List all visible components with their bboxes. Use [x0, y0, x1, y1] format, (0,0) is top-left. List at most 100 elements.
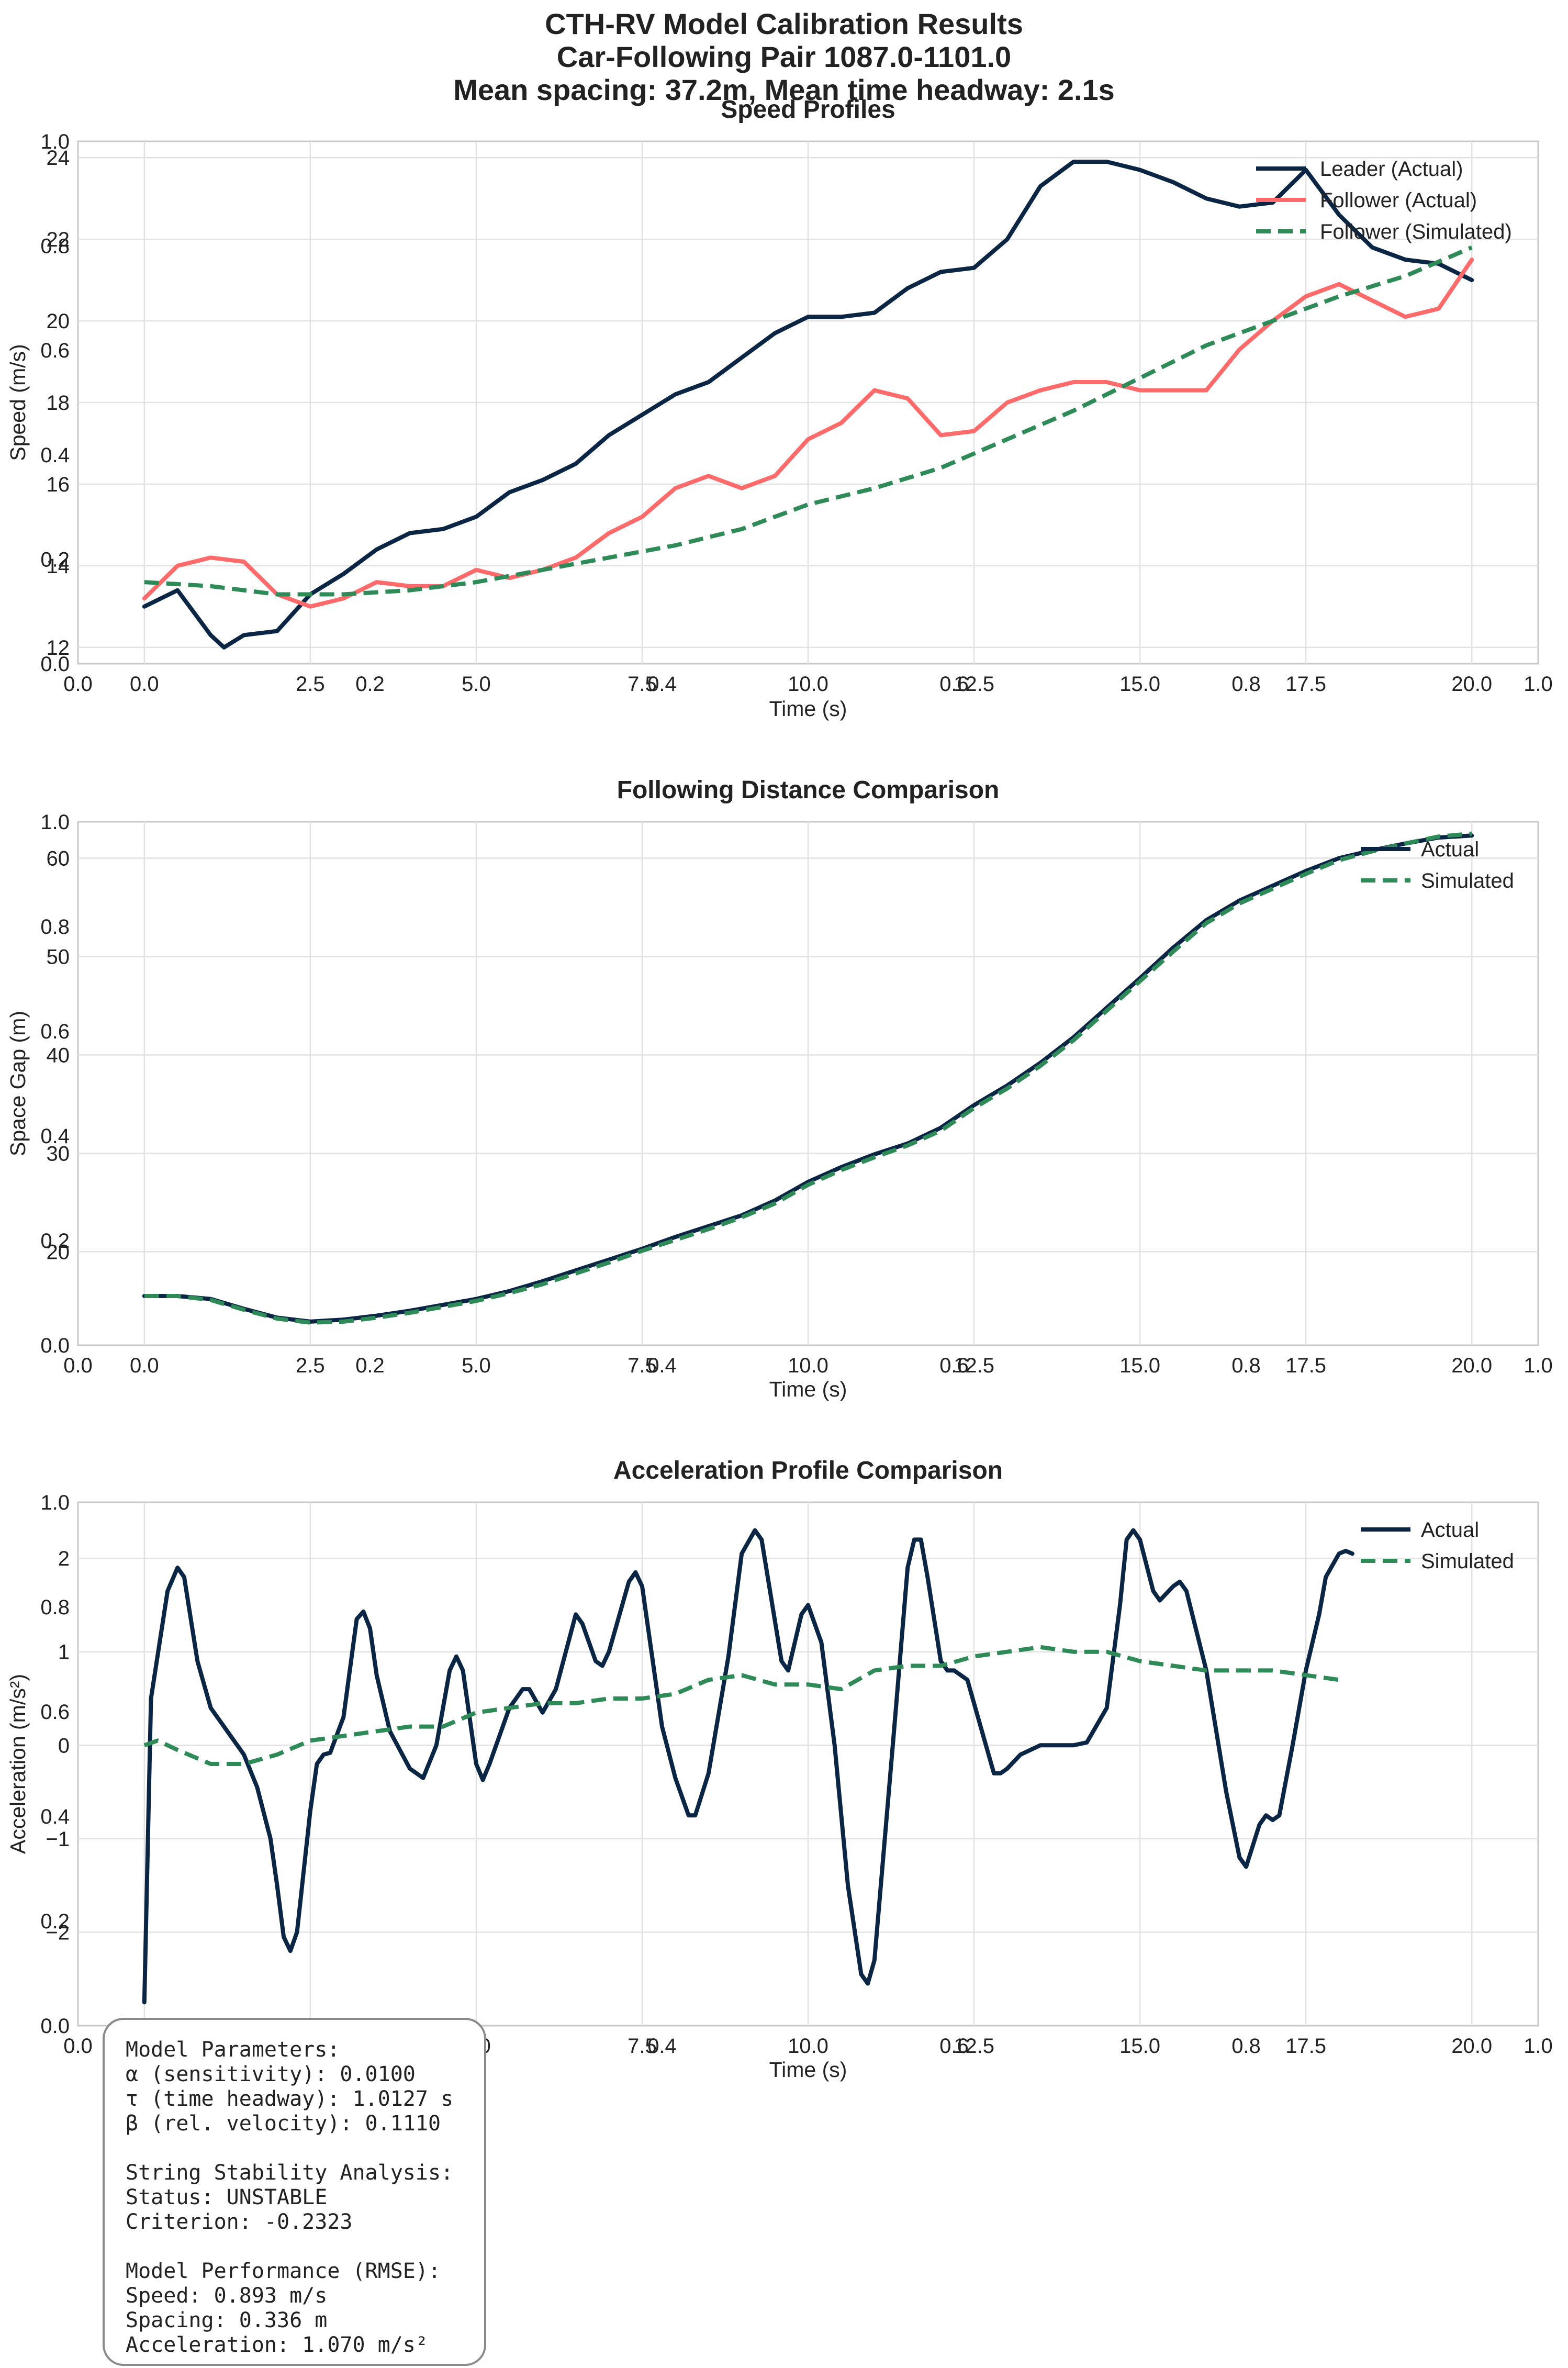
x-tick-label: 15.0: [1119, 1354, 1160, 1377]
legend-label: Actual: [1421, 838, 1479, 861]
series-line-simulated: [143, 1645, 1340, 1766]
x-tick-label: 17.5: [1285, 1354, 1326, 1377]
overlay-x-tick-label: 0.8: [1231, 673, 1261, 696]
chart-title: Following Distance Comparison: [617, 776, 1000, 804]
overlay-x-tick-label: 0.4: [647, 2035, 677, 2058]
overlay-y-tick-label: 0.8: [40, 1596, 70, 1619]
x-tick-label: 12.5: [954, 1354, 994, 1377]
legend-label: Follower (Actual): [1320, 189, 1477, 212]
overlay-x-tick-label: 0.0: [63, 2035, 93, 2058]
x-tick-label: 7.5: [628, 673, 657, 696]
x-tick-label: 20.0: [1451, 1354, 1492, 1377]
overlay-x-tick-label: 0.4: [647, 1354, 677, 1377]
chart-panel-1: 0.0 2.5 5.0 7.5 10.0 12.5 15.0 17.5 20.0 12 14 16 18…: [6, 96, 1553, 721]
x-tick-label: 10.0: [788, 1354, 828, 1377]
y-tick-label: 2: [58, 1547, 70, 1570]
overlay-y-tick-label: 0.2: [40, 1910, 70, 1933]
y-tick-label: 16: [47, 473, 70, 496]
x-axis-label: Time (s): [769, 697, 847, 721]
overlay-y-tick-label: 0.6: [40, 1020, 70, 1043]
model-parameters-box: Model Parameters: α (sensitivity): 0.010…: [103, 2018, 486, 2366]
chart-title: Acceleration Profile Comparison: [613, 1457, 1003, 1484]
overlay-x-tick-label: 1.0: [1524, 2035, 1553, 2058]
x-axis-label: Time (s): [769, 2058, 847, 2082]
overlay-y-tick-label: 0.4: [40, 1125, 70, 1148]
x-tick-label: 17.5: [1285, 2035, 1326, 2058]
series-line-actual: [142, 1528, 1354, 2005]
params-line: String Stability Analysis:: [126, 2161, 454, 2185]
y-tick-label: 14: [47, 555, 70, 578]
x-tick-label: 2.5: [296, 1354, 325, 1377]
params-line: τ (time headway): 1.0127 s: [126, 2087, 454, 2111]
x-tick-label: 7.5: [628, 2035, 657, 2058]
overlay-y-tick-label: 0.8: [40, 915, 70, 939]
series-line-follower-simulated: [144, 245, 1473, 597]
y-tick-label: 24: [47, 147, 70, 170]
overlay-x-tick-label: 0.2: [355, 673, 385, 696]
params-spacer: [126, 2136, 484, 2161]
overlay-x-tick-label: 1.0: [1524, 1354, 1553, 1377]
overlay-y-tick-label: 1.0: [40, 811, 70, 834]
overlay-y-tick-label: 0.4: [40, 1805, 70, 1828]
x-tick-label: 0.0: [130, 673, 159, 696]
x-tick-label: 5.0: [462, 1354, 491, 1377]
x-tick-label: 5.0: [462, 673, 491, 696]
legend-label: Follower (Simulated): [1320, 220, 1512, 243]
chart-title: Speed Profiles: [721, 96, 895, 124]
x-tick-label: 2.5: [296, 673, 325, 696]
x-tick-label: 10.0: [788, 2035, 828, 2058]
x-tick-label: 17.5: [1285, 673, 1326, 696]
x-axis-label: Time (s): [769, 1377, 847, 1401]
overlay-y-tick-label: 0.6: [40, 339, 70, 362]
overlay-x-tick-label: 0.6: [939, 2035, 969, 2058]
overlay-y-tick-label: 0.2: [40, 548, 70, 571]
overlay-y-tick-label: 0.6: [40, 1701, 70, 1724]
series-line-follower-actual: [142, 258, 1474, 609]
x-tick-label: 15.0: [1119, 673, 1160, 696]
x-tick-label: 15.0: [1119, 2035, 1160, 2058]
x-tick-label: 0.0: [130, 1354, 159, 1377]
y-tick-label: 20: [47, 1241, 70, 1264]
legend-label: Leader (Actual): [1320, 158, 1463, 181]
legend-label: Simulated: [1421, 1550, 1514, 1573]
chart-panels: 0.0 2.5 5.0 7.5 10.0 12.5 15.0 17.5 20.012141618…: [6, 96, 1553, 2082]
y-tick-label: 60: [47, 847, 70, 870]
overlay-x-tick-label: 0.8: [1231, 2035, 1261, 2058]
x-tick-label: 20.0: [1451, 673, 1492, 696]
x-tick-label: 20.0: [1451, 2035, 1492, 2058]
legend-label: Actual: [1421, 1518, 1479, 1542]
y-tick-label: 12: [47, 636, 70, 660]
y-tick-label: 18: [47, 392, 70, 415]
figure-title-line-2: Car-Following Pair 1087.0-1101.0: [557, 40, 1011, 73]
y-tick-label: 20: [47, 310, 70, 333]
chart-panel-3: 0.02.55.07.510.012.515.017.520.0−2−10120…: [6, 1457, 1553, 2082]
y-tick-label: 1: [58, 1641, 70, 1664]
overlay-x-tick-label: 0.8: [1231, 1354, 1261, 1377]
params-spacer: [126, 2235, 484, 2259]
legend-label: Simulated: [1421, 869, 1514, 892]
params-line: Speed: 0.893 m/s: [126, 2284, 328, 2308]
figure-title-line-3: Mean spacing: 37.2m, Mean time headway: …: [453, 73, 1115, 106]
params-line: Acceleration: 1.070 m/s²: [126, 2333, 428, 2357]
params-line: α (sensitivity): 0.0100: [126, 2062, 416, 2086]
overlay-y-tick-label: 0.0: [40, 1334, 70, 1357]
x-tick-label: 10.0: [788, 673, 828, 696]
overlay-y-tick-label: 1.0: [40, 130, 70, 153]
overlay-x-tick-label: 0.6: [939, 673, 969, 696]
overlay-x-tick-label: 0.6: [939, 1354, 969, 1377]
overlay-x-tick-label: 0.0: [63, 1354, 93, 1377]
params-line: β (rel. velocity): 0.1110: [126, 2112, 441, 2136]
x-tick-label: 12.5: [954, 2035, 994, 2058]
y-axis-label: Speed (m/s): [6, 344, 30, 461]
y-tick-label: 40: [47, 1044, 70, 1067]
overlay-x-tick-label: 0.0: [63, 673, 93, 696]
params-line: Spacing: 0.336 m: [126, 2308, 328, 2332]
overlay-y-tick-label: 0.8: [40, 235, 70, 258]
y-tick-label: −1: [46, 1828, 70, 1851]
y-tick-label: 50: [47, 946, 70, 969]
y-tick-label: 30: [47, 1142, 70, 1165]
y-tick-label: −2: [46, 1921, 70, 1944]
figure-title-line-1: CTH-RV Model Calibration Results: [545, 7, 1023, 40]
overlay-x-tick-label: 0.2: [355, 1354, 385, 1377]
